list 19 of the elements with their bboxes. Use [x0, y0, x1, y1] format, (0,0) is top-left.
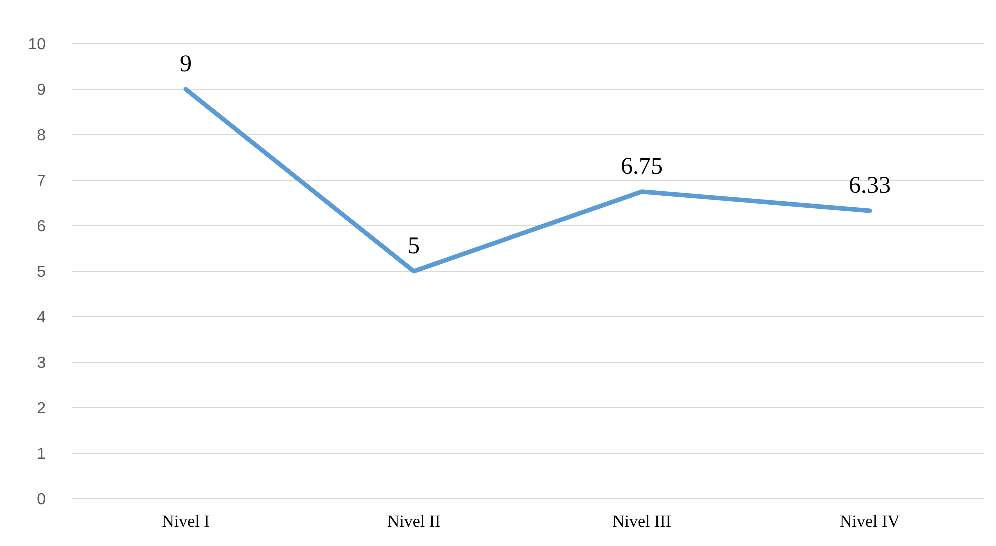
- y-tick-label: 5: [37, 264, 46, 282]
- data-label: 6.75: [621, 154, 663, 180]
- y-tick-label: 6: [37, 218, 46, 236]
- y-tick-label: 10: [28, 36, 46, 54]
- y-tick-label: 4: [37, 310, 46, 327]
- y-tick-label: 3: [37, 355, 46, 372]
- x-tick-label: Nivel II: [387, 512, 442, 532]
- x-tick-label: Nivel IV: [840, 512, 901, 532]
- y-tick-label: 2: [37, 400, 46, 418]
- y-tick-label: 7: [37, 173, 46, 190]
- data-label: 6.33: [849, 172, 891, 199]
- y-tick-label: 9: [37, 82, 46, 100]
- x-tick-label: Nivel III: [612, 512, 672, 532]
- y-tick-label: 1: [37, 446, 46, 464]
- y-tick-label: 0: [37, 492, 46, 509]
- data-label: 5: [408, 234, 420, 260]
- data-label: 9: [180, 52, 192, 78]
- x-tick-label: Nivel I: [162, 512, 210, 532]
- y-tick-label: 8: [37, 128, 46, 145]
